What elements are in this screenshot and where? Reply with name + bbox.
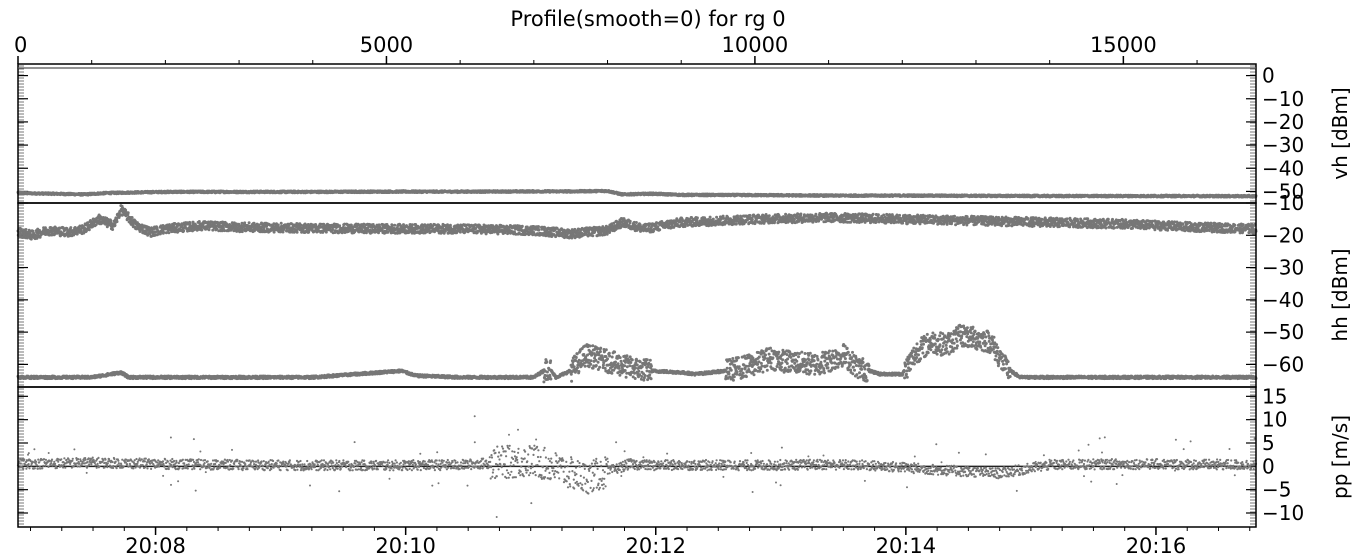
chart-title: Profile(smooth=0) for rg 0 bbox=[510, 7, 785, 31]
data-point bbox=[113, 223, 117, 227]
series-1 bbox=[16, 204, 1258, 241]
top-axis-tick-label: 10000 bbox=[721, 33, 788, 57]
data-point bbox=[130, 216, 134, 219]
y-axis-label: hh [dBm] bbox=[1328, 248, 1352, 341]
y-tick-label: −40 bbox=[1262, 156, 1304, 180]
y-tick-label: −20 bbox=[1262, 110, 1304, 134]
y-tick-label: −30 bbox=[1262, 133, 1304, 157]
bottom-axis-tick-label: 20:08 bbox=[125, 534, 186, 558]
top-axis-tick-label: 0 bbox=[14, 33, 27, 57]
top-axis-tick-label: 15000 bbox=[1090, 33, 1157, 57]
data-point bbox=[24, 228, 28, 231]
panel-frame bbox=[17, 63, 1257, 204]
data-point bbox=[111, 228, 115, 231]
panel-2: −10 −20 −30 −40 −50 −60 hh [dBm] bbox=[16, 191, 1352, 388]
data-point bbox=[126, 211, 130, 215]
data-point bbox=[115, 220, 119, 224]
y-tick-label: −10 bbox=[1262, 191, 1304, 215]
series-1 bbox=[16, 188, 1258, 199]
y-tick-label: −60 bbox=[1262, 352, 1304, 376]
data-point bbox=[69, 226, 73, 230]
y-tick-label: −50 bbox=[1262, 320, 1304, 344]
bottom-axis-tick-label: 20:14 bbox=[876, 534, 937, 558]
data-point bbox=[87, 228, 91, 232]
bottom-axis-tick-label: 20:12 bbox=[625, 534, 686, 558]
y-tick-label: 0 bbox=[1262, 64, 1275, 88]
y-axis-label: vh [dBm] bbox=[1328, 87, 1352, 179]
y-tick-label: −20 bbox=[1262, 223, 1304, 247]
bottom-axis-tick-label: 20:10 bbox=[375, 534, 436, 558]
top-axis-tick-label: 5000 bbox=[360, 33, 413, 57]
y-tick-label: −50 bbox=[1262, 179, 1304, 203]
data-point bbox=[109, 219, 113, 223]
panel-1: 0−10−20−30−40−50 vh [dBm] bbox=[16, 63, 1352, 204]
y-tick-label: −10 bbox=[1262, 87, 1304, 111]
y-tick-label: −30 bbox=[1262, 256, 1304, 280]
bottom-axis-tick-label: 20:16 bbox=[1126, 534, 1187, 558]
y-tick-label: −40 bbox=[1262, 288, 1304, 312]
